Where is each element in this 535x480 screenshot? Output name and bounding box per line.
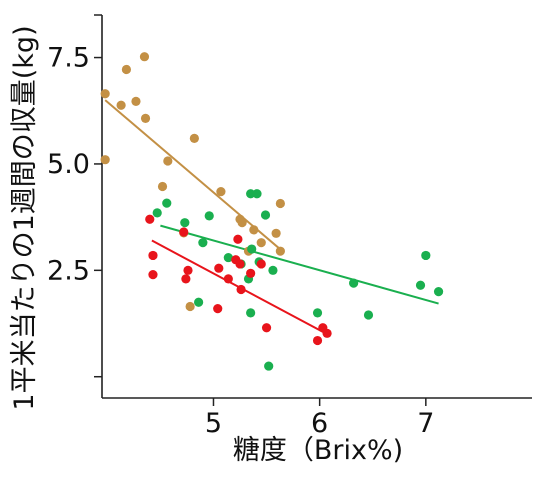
trend-lines bbox=[104, 99, 439, 336]
data-points bbox=[100, 52, 444, 371]
data-point bbox=[271, 228, 281, 238]
data-point bbox=[312, 335, 323, 346]
data-point bbox=[148, 269, 158, 280]
data-point bbox=[268, 265, 278, 275]
data-point bbox=[236, 284, 246, 295]
data-point bbox=[275, 198, 285, 209]
axes bbox=[101, 15, 532, 399]
data-point bbox=[157, 181, 168, 192]
data-point bbox=[415, 280, 426, 290]
data-point bbox=[214, 263, 224, 273]
data-point bbox=[140, 113, 151, 124]
data-point bbox=[275, 246, 285, 256]
data-point bbox=[264, 361, 274, 371]
data-point bbox=[233, 234, 243, 244]
y-tick-label: 5.0 bbox=[47, 149, 90, 180]
data-point bbox=[237, 218, 247, 228]
data-point bbox=[246, 308, 256, 318]
ticks: 5 6 7 2.5 5.0 7.5 bbox=[47, 14, 434, 439]
data-point bbox=[363, 310, 374, 320]
data-point bbox=[312, 308, 323, 318]
data-point bbox=[131, 96, 141, 106]
data-point bbox=[223, 274, 233, 284]
x-axis-title: 糖度（Brix%) bbox=[233, 435, 403, 466]
data-point bbox=[322, 328, 332, 338]
data-point bbox=[100, 155, 110, 165]
data-point bbox=[163, 156, 173, 166]
data-point bbox=[185, 301, 195, 312]
x-tick-label: 6 bbox=[311, 408, 328, 439]
data-point bbox=[181, 274, 191, 284]
data-point bbox=[433, 287, 444, 297]
data-point bbox=[183, 265, 193, 275]
y-tick-label: 7.5 bbox=[47, 43, 90, 74]
y-tick-label: 2.5 bbox=[47, 255, 90, 286]
data-point bbox=[145, 214, 155, 224]
data-point bbox=[235, 259, 245, 269]
data-point bbox=[121, 64, 132, 75]
data-point bbox=[162, 198, 172, 208]
trend-line bbox=[160, 224, 439, 305]
data-point bbox=[246, 268, 256, 278]
data-point bbox=[194, 297, 204, 307]
data-point bbox=[189, 133, 199, 144]
data-point bbox=[256, 259, 266, 269]
y-axis-title: 1平米当たりの1週間の収量(kg) bbox=[9, 25, 40, 410]
data-point bbox=[252, 189, 262, 199]
data-point bbox=[152, 208, 162, 218]
data-point bbox=[216, 187, 226, 197]
data-point bbox=[213, 304, 223, 314]
data-point bbox=[260, 210, 271, 220]
data-point bbox=[179, 227, 189, 237]
data-point bbox=[421, 250, 431, 261]
data-point bbox=[116, 100, 126, 110]
data-point bbox=[261, 323, 272, 333]
data-point bbox=[204, 211, 214, 221]
data-point bbox=[249, 225, 259, 235]
data-point bbox=[247, 244, 257, 254]
x-tick-label: 5 bbox=[205, 408, 222, 439]
data-point bbox=[100, 89, 110, 99]
data-point bbox=[223, 252, 233, 263]
data-point bbox=[148, 250, 158, 261]
data-point bbox=[349, 278, 359, 288]
data-point bbox=[198, 238, 208, 248]
data-point bbox=[256, 238, 266, 248]
data-point bbox=[139, 52, 150, 62]
x-tick-label: 7 bbox=[417, 408, 434, 439]
data-point bbox=[246, 189, 256, 199]
data-point bbox=[180, 218, 190, 228]
